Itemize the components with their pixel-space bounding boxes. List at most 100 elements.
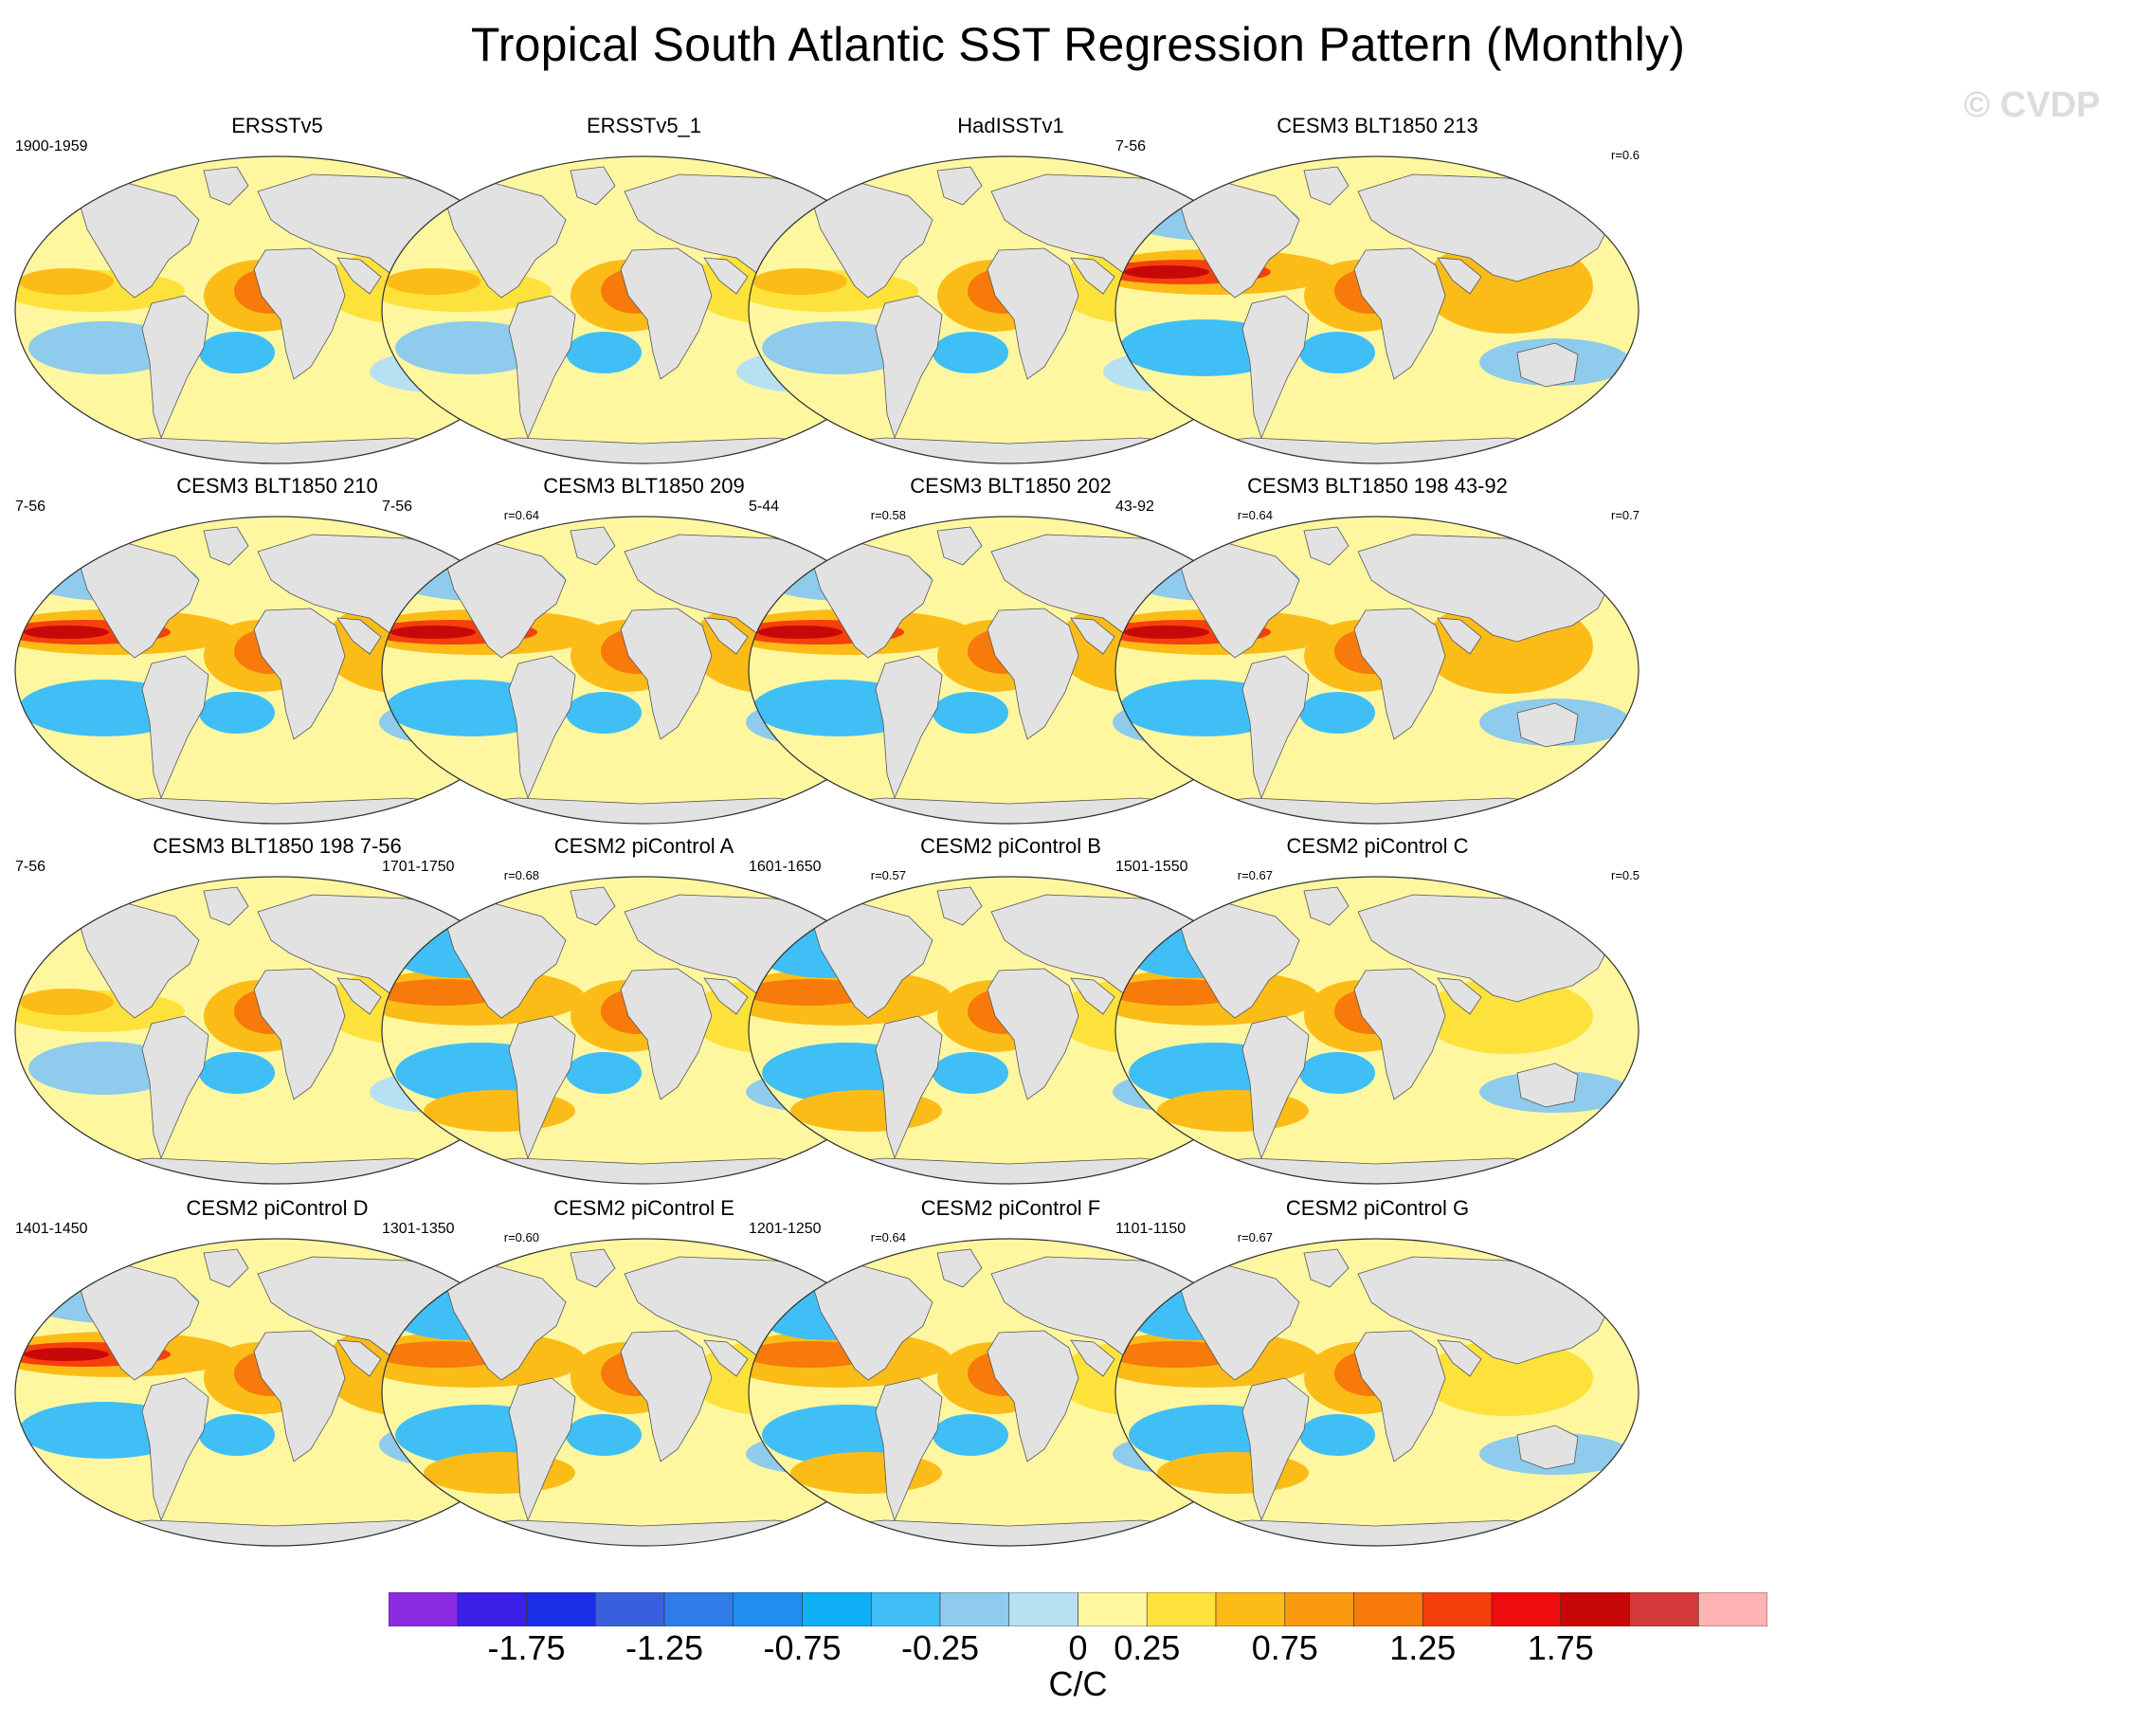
land-mass [808, 1263, 933, 1381]
land-mass [1516, 702, 1579, 748]
land-mass [1353, 1330, 1446, 1462]
south-atlantic-cool [933, 332, 1008, 373]
land-mass [1175, 901, 1300, 1019]
pacific-hot-core [24, 1348, 109, 1361]
panel-period: 1401-1450 [15, 1221, 88, 1237]
map-outline [1114, 516, 1640, 825]
colorbar-bin [1008, 1592, 1078, 1626]
panel-pattern-correlation: r=0.7 [1611, 508, 1640, 522]
land-mass [1241, 655, 1310, 800]
land-mass [808, 541, 933, 659]
south-atlantic-cool [1299, 1052, 1375, 1094]
land-mass [1303, 526, 1350, 566]
land-mass [508, 655, 576, 800]
colorbar-bin [939, 1592, 1010, 1626]
land-mass [1175, 181, 1300, 299]
colorbar-bin [1697, 1592, 1767, 1626]
land-mass [1437, 1339, 1482, 1377]
panel-period: 1101-1150 [1115, 1221, 1187, 1237]
land-mass [1437, 617, 1482, 655]
panel-title: CESM3 BLT1850 198 43-92 [1247, 474, 1508, 498]
colorbar-bin [733, 1592, 803, 1626]
land-mass [1516, 342, 1579, 388]
colorbar-tick-label: 0 [1068, 1628, 1088, 1667]
south-atlantic-cool [1299, 1414, 1375, 1456]
panel-pattern-correlation: r=0.5 [1611, 868, 1640, 882]
land-mass [1070, 977, 1115, 1015]
south-pacific-cool [28, 1042, 180, 1095]
panel-title: HadISSTv1 [957, 114, 1064, 137]
panel-pattern-correlation: r=0.58 [870, 508, 906, 522]
panel-title: CESM3 BLT1850 202 [910, 474, 1112, 498]
map-outline [1114, 1238, 1640, 1547]
south-atlantic-cool [1299, 332, 1375, 373]
land-mass [1516, 1425, 1579, 1470]
land-mass [75, 1263, 200, 1381]
panel-pattern-correlation: r=0.67 [1237, 868, 1273, 882]
land-mass [203, 886, 249, 926]
panel-pattern-correlation: r=0.64 [1237, 508, 1273, 522]
land-mass [1241, 295, 1310, 440]
panel-period: 1900-1959 [15, 138, 88, 154]
panel-title: CESM2 piControl C [1286, 834, 1469, 858]
pacific-hot-core [757, 626, 842, 639]
colorbar-bin [1629, 1592, 1699, 1626]
colorbar-tick-label: 1.25 [1389, 1628, 1457, 1667]
panel-period: 7-56 [1115, 138, 1147, 154]
land-mass [875, 295, 943, 440]
colorbar-bin [1078, 1592, 1148, 1626]
land-mass [987, 608, 1079, 740]
map-panel: CESM2 piControl G 1101-1150 [1110, 1196, 1645, 1556]
colorbar-tick-label: -0.25 [900, 1628, 980, 1667]
colorbar-bin [1284, 1592, 1354, 1626]
land-mass [253, 247, 346, 380]
land-mass [1303, 1248, 1350, 1288]
land-mass [336, 257, 382, 295]
pacific-warm-core [386, 268, 480, 295]
panel-title: CESM3 BLT1850 213 [1277, 114, 1478, 137]
panel-title: CESM3 BLT1850 198 7-56 [153, 834, 402, 858]
land-mass [808, 181, 933, 299]
sst-field [1115, 517, 1639, 824]
land-mass [936, 166, 983, 206]
land-mass [987, 1330, 1079, 1462]
land-mass [1516, 1062, 1579, 1108]
pacific-warm-core [752, 268, 847, 295]
land-mass [1437, 257, 1482, 295]
panel-pattern-correlation: r=0.60 [503, 1230, 539, 1244]
land-mass [1353, 247, 1446, 380]
colorbar-tick-label: -1.75 [487, 1628, 566, 1667]
south-pacific-cool [28, 321, 180, 374]
colorbar-tick-label: 1.75 [1527, 1628, 1594, 1667]
world-map [1114, 876, 1640, 1185]
south-atlantic-cool [199, 692, 275, 734]
panel-pattern-correlation: r=0.68 [503, 868, 539, 882]
south-atlantic-cool [199, 1414, 275, 1456]
colorbar-tick-label: -0.75 [763, 1628, 842, 1667]
south-atlantic-cool [566, 332, 642, 373]
land-mass [875, 655, 943, 800]
map-panel: CESM3 BLT1850 213 7-56 r=0.6 [1110, 114, 1645, 474]
pacific-hot-core [390, 626, 476, 639]
land-mass [1241, 1377, 1310, 1522]
colorbar-tick-label: 0.25 [1114, 1628, 1181, 1667]
colorbar-bin [1560, 1592, 1630, 1626]
land-mass [1241, 1015, 1310, 1160]
sst-field [1115, 156, 1639, 463]
land-mass [253, 608, 346, 740]
south-atlantic-cool [933, 1414, 1008, 1456]
land-mass [442, 541, 567, 659]
land-mass [987, 247, 1079, 380]
panel-title: CESM3 BLT1850 210 [176, 474, 378, 498]
panel-period: 7-56 [15, 499, 46, 515]
panel-period: 1501-1550 [1115, 859, 1188, 875]
south-pacific-cool [395, 321, 547, 374]
panel-title: CESM2 piControl F [920, 1196, 1101, 1220]
south-pacific-cool [762, 321, 914, 374]
land-mass [703, 617, 749, 655]
map-outline [1114, 876, 1640, 1185]
south-atlantic-cool [566, 1414, 642, 1456]
panel-title: CESM2 piControl A [553, 834, 734, 858]
panel-period: 1701-1750 [382, 859, 455, 875]
land-mass [203, 166, 249, 206]
